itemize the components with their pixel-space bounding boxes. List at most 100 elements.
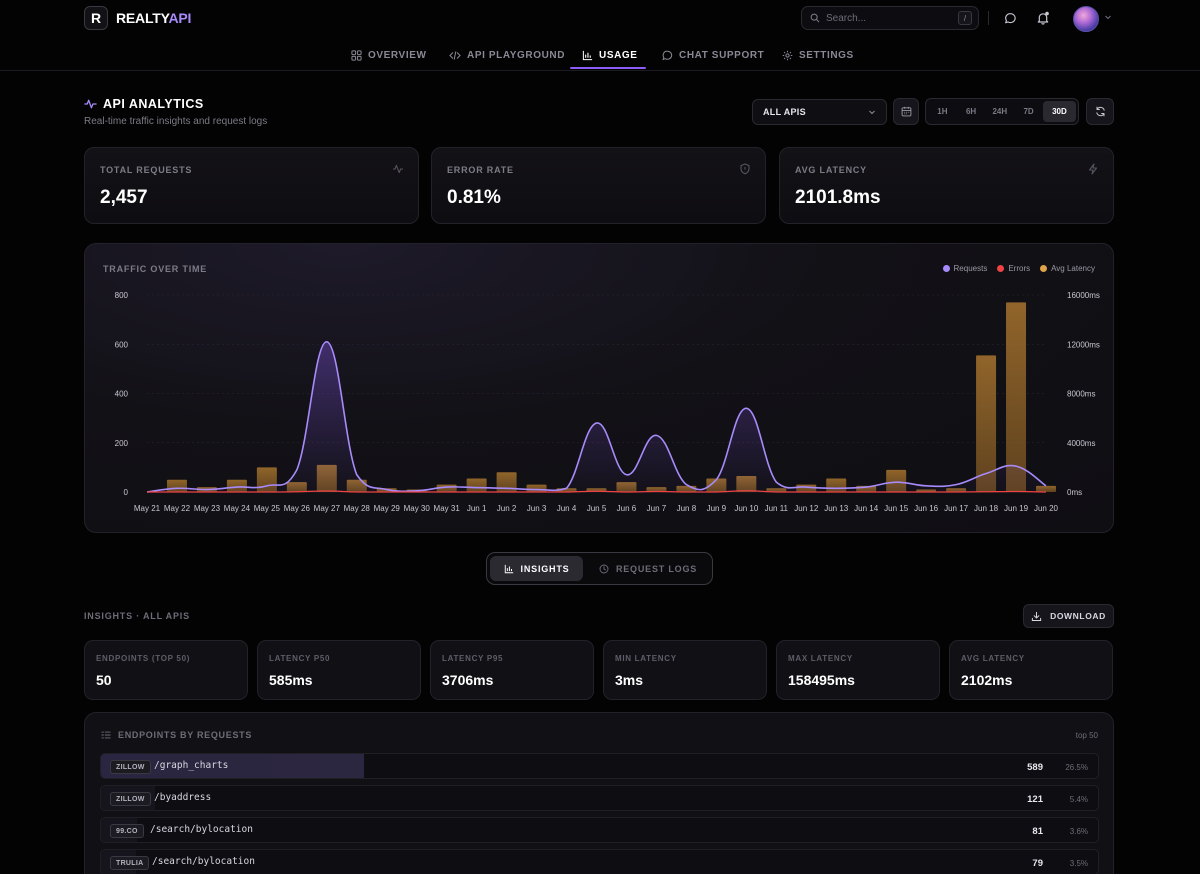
stat-label: MAX LATENCY <box>788 654 853 663</box>
active-tab-indicator <box>570 67 646 69</box>
insights-toggle-button[interactable]: INSIGHTS <box>490 556 583 581</box>
request-logs-toggle-label: REQUEST LOGS <box>615 563 698 574</box>
x-tick: May 27 <box>314 504 341 513</box>
y-tick-left: 200 <box>115 439 129 448</box>
search-icon <box>810 13 820 23</box>
y-tick-left: 400 <box>115 390 129 399</box>
bar-chart-icon <box>504 564 513 573</box>
notification-bell-icon[interactable] <box>1035 10 1051 26</box>
activity-icon <box>84 99 97 109</box>
stat-label: LATENCY P95 <box>442 654 504 663</box>
legend-dot <box>997 265 1005 272</box>
download-button[interactable]: DOWNLOAD <box>1023 604 1114 628</box>
kpi-label: AVG LATENCY <box>795 165 867 175</box>
logo[interactable]: R REALTYAPI <box>84 6 191 30</box>
stat-latency-p95: LATENCY P95 3706ms <box>430 640 594 700</box>
kpi-label: ERROR RATE <box>447 165 514 175</box>
x-tick: Jun 10 <box>734 504 759 513</box>
y-tick-left: 600 <box>115 340 129 349</box>
refresh-icon <box>1095 106 1105 117</box>
tab-api-playground[interactable]: API PLAYGROUND <box>449 42 565 71</box>
kpi-error-rate: ERROR RATE 0.81% <box>431 147 766 224</box>
kpi-value: 2,457 <box>100 187 148 208</box>
chevron-down-icon <box>869 110 875 115</box>
tab-settings[interactable]: SETTINGS <box>782 42 854 71</box>
latency-bar <box>1006 302 1027 492</box>
endpoint-path: /byaddress <box>154 792 212 803</box>
logo-mark: R <box>84 6 108 30</box>
endpoint-row[interactable]: ZILLOW /graph_charts 589 26.5% <box>100 753 1099 779</box>
x-tick: Jun 3 <box>527 504 547 513</box>
x-tick: Jun 19 <box>1004 504 1029 513</box>
avatar[interactable] <box>1073 6 1099 32</box>
api-select-value: ALL APIS <box>763 107 806 117</box>
search-input[interactable]: Search... <box>826 12 867 24</box>
range-6h[interactable]: 6H <box>965 107 977 116</box>
tab-usage-label: USAGE <box>599 50 638 61</box>
x-tick: May 21 <box>134 504 161 513</box>
page-title-text: API ANALYTICS <box>103 97 204 111</box>
logo-text-accent: API <box>168 10 192 26</box>
api-select[interactable]: ALL APIS <box>752 99 887 125</box>
logo-text-main: REALTY <box>116 10 169 26</box>
tab-chat-support[interactable]: CHAT SUPPORT <box>662 42 764 71</box>
endpoints-title-text: ENDPOINTS BY REQUESTS <box>118 730 253 740</box>
main-nav: OVERVIEW API PLAYGROUND USAGE CHAT SUPPO… <box>0 42 1200 71</box>
messages-icon[interactable] <box>1002 10 1018 26</box>
tab-overview[interactable]: OVERVIEW <box>351 42 427 71</box>
chart-title: TRAFFIC OVER TIME <box>103 264 208 274</box>
x-tick: Jun 4 <box>557 504 577 513</box>
x-tick: May 30 <box>404 504 431 513</box>
stat-value: 2102ms <box>961 672 1013 688</box>
download-label: DOWNLOAD <box>1050 611 1106 621</box>
header-divider <box>988 11 989 25</box>
requests-area <box>147 341 1046 492</box>
endpoint-count: 121 <box>1027 794 1043 805</box>
endpoints-panel: ENDPOINTS BY REQUESTS top 50 ZILLOW /gra… <box>84 712 1114 874</box>
range-24h[interactable]: 24H <box>992 107 1008 116</box>
endpoint-count: 79 <box>1032 858 1043 869</box>
range-30d[interactable]: 30D <box>1042 101 1076 122</box>
x-tick: Jun 6 <box>617 504 637 513</box>
x-tick: May 22 <box>164 504 191 513</box>
date-picker-button[interactable] <box>893 98 919 125</box>
top-bar: R REALTYAPI Search... / OVERVIEW API PLA… <box>0 0 1200 71</box>
tab-usage[interactable]: USAGE <box>582 42 638 71</box>
calendar-icon <box>901 106 911 117</box>
request-logs-toggle-button[interactable]: REQUEST LOGS <box>587 556 709 581</box>
endpoint-source-tag: TRULIA <box>110 856 150 870</box>
legend-errors[interactable]: Errors <box>997 264 1030 273</box>
y-tick-right: 0ms <box>1067 488 1082 497</box>
endpoint-source-tag: 99.CO <box>110 824 144 838</box>
range-1h[interactable]: 1H <box>937 107 948 116</box>
y-tick-right: 4000ms <box>1067 439 1095 448</box>
endpoint-path: /search/bylocation <box>152 856 255 867</box>
clock-icon <box>599 564 609 573</box>
tab-overview-label: OVERVIEW <box>368 50 427 61</box>
y-tick-right: 16000ms <box>1067 291 1100 300</box>
tab-settings-label: SETTINGS <box>799 50 854 61</box>
download-icon <box>1031 611 1042 621</box>
latency-bar <box>496 472 517 492</box>
y-tick-right: 12000ms <box>1067 340 1100 349</box>
kpi-total-requests: TOTAL REQUESTS 2,457 <box>84 147 419 224</box>
time-range-selector: 1H 6H 24H 7D 30D <box>925 98 1079 125</box>
legend-avg-latency[interactable]: Avg Latency <box>1040 264 1095 273</box>
search-box[interactable]: Search... / <box>801 6 979 30</box>
stat-value: 50 <box>96 672 112 688</box>
x-tick: Jun 2 <box>497 504 517 513</box>
endpoint-row[interactable]: TRULIA /search/bylocation 79 3.5% <box>100 849 1099 874</box>
legend-dot <box>1040 265 1048 272</box>
refresh-button[interactable] <box>1086 98 1114 125</box>
endpoint-source-tag: ZILLOW <box>110 760 151 774</box>
stat-latency-p50: LATENCY P50 585ms <box>257 640 421 700</box>
search-shortcut-badge: / <box>958 11 972 25</box>
chevron-down-icon[interactable] <box>1104 13 1112 21</box>
x-tick: Jun 1 <box>467 504 487 513</box>
x-tick: May 23 <box>194 504 221 513</box>
range-7d[interactable]: 7D <box>1023 107 1034 116</box>
endpoint-percent: 3.5% <box>1069 859 1088 868</box>
endpoint-row[interactable]: ZILLOW /byaddress 121 5.4% <box>100 785 1099 811</box>
legend-requests[interactable]: Requests <box>942 264 987 273</box>
endpoint-row[interactable]: 99.CO /search/bylocation 81 3.6% <box>100 817 1099 843</box>
